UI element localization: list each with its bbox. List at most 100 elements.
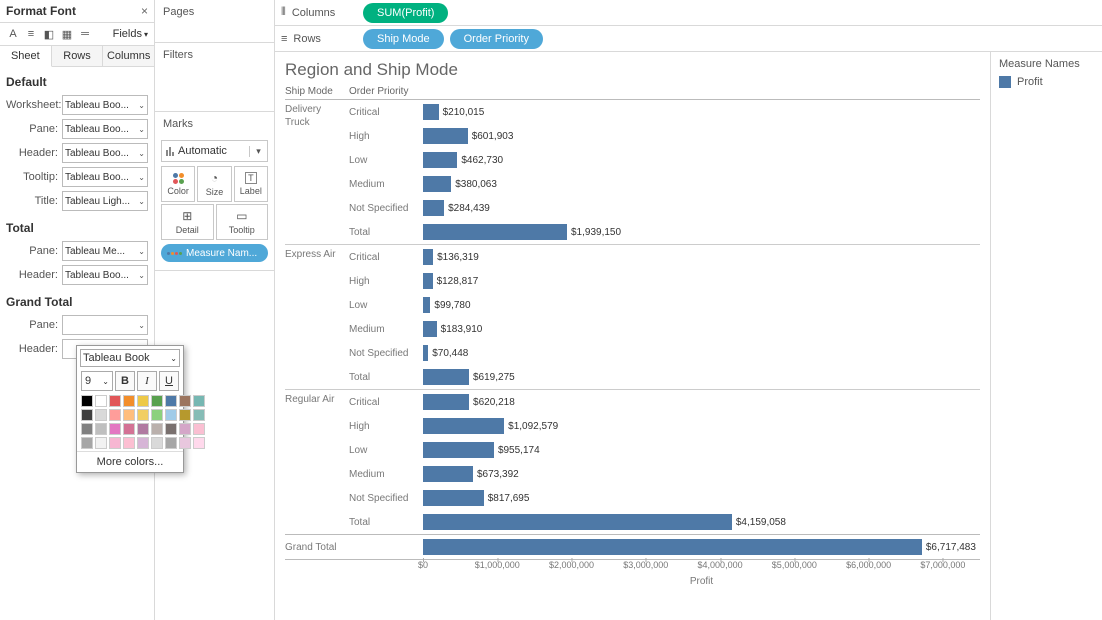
color-swatch[interactable] — [109, 437, 121, 449]
font-select[interactable]: ⌄ — [62, 315, 148, 335]
bar[interactable] — [423, 418, 504, 434]
more-colors-button[interactable]: More colors... — [77, 451, 183, 472]
row-category: High — [349, 421, 423, 432]
color-swatch[interactable] — [193, 423, 205, 435]
color-swatch[interactable] — [123, 395, 135, 407]
font-select[interactable]: Tableau Boo...⌄ — [62, 95, 148, 115]
color-swatch[interactable] — [137, 409, 149, 421]
bar[interactable] — [423, 249, 433, 265]
tab-rows[interactable]: Rows — [52, 46, 104, 66]
color-swatch[interactable] — [95, 409, 107, 421]
shading-icon[interactable]: ◧ — [42, 27, 56, 41]
tab-columns[interactable]: Columns — [103, 46, 154, 66]
color-swatch[interactable] — [193, 409, 205, 421]
bar[interactable] — [423, 104, 439, 120]
format-row: Worksheet:Tableau Boo...⌄ — [0, 93, 154, 117]
bar[interactable] — [423, 321, 437, 337]
color-swatch[interactable] — [81, 409, 93, 421]
bar[interactable] — [423, 128, 468, 144]
picker-font-select[interactable]: Tableau Book⌄ — [80, 349, 180, 367]
color-swatch[interactable] — [137, 423, 149, 435]
bar[interactable] — [423, 369, 469, 385]
bold-button[interactable]: B — [115, 371, 135, 391]
marks-label-button[interactable]: TLabel — [234, 166, 268, 202]
bar[interactable] — [423, 200, 444, 216]
italic-button[interactable]: I — [137, 371, 157, 391]
color-swatch[interactable] — [109, 395, 121, 407]
color-swatch[interactable] — [179, 437, 191, 449]
color-swatch[interactable] — [165, 437, 177, 449]
chart-row: High$128,817 — [349, 269, 980, 293]
legend-item[interactable]: Profit — [999, 76, 1094, 88]
color-swatch[interactable] — [95, 395, 107, 407]
bar[interactable] — [423, 273, 433, 289]
row-category: Critical — [349, 397, 423, 408]
color-swatch[interactable] — [151, 409, 163, 421]
bar[interactable] — [423, 442, 494, 458]
color-swatch[interactable] — [109, 423, 121, 435]
color-swatch[interactable] — [109, 409, 121, 421]
tab-sheet[interactable]: Sheet — [0, 46, 52, 67]
color-swatch[interactable] — [81, 423, 93, 435]
color-swatch[interactable] — [151, 423, 163, 435]
color-swatch[interactable] — [95, 437, 107, 449]
grand-total-bar[interactable] — [423, 539, 922, 555]
marks-color-button[interactable]: Color — [161, 166, 195, 202]
color-swatch[interactable] — [165, 409, 177, 421]
color-swatch[interactable] — [193, 437, 205, 449]
color-swatch[interactable] — [179, 423, 191, 435]
bar[interactable] — [423, 297, 430, 313]
bar[interactable] — [423, 514, 732, 530]
shelf-pill[interactable]: Ship Mode — [363, 29, 444, 49]
borders-icon[interactable]: ▦ — [60, 27, 74, 41]
font-select[interactable]: Tableau Boo...⌄ — [62, 265, 148, 285]
viz-title[interactable]: Region and Ship Mode — [285, 60, 980, 80]
color-swatch[interactable] — [137, 437, 149, 449]
color-swatch[interactable] — [179, 409, 191, 421]
rows-shelf[interactable]: ≡Rows Ship ModeOrder Priority — [275, 26, 1102, 52]
color-swatch[interactable] — [123, 423, 135, 435]
color-swatch[interactable] — [95, 423, 107, 435]
alignment-icon[interactable]: ≡ — [24, 27, 38, 41]
bar[interactable] — [423, 490, 484, 506]
columns-shelf[interactable]: ⦀Columns SUM(Profit) — [275, 0, 1102, 26]
color-swatch[interactable] — [179, 395, 191, 407]
fields-dropdown[interactable]: Fields▾ — [113, 28, 148, 40]
underline-button[interactable]: U — [159, 371, 179, 391]
color-swatch[interactable] — [81, 437, 93, 449]
color-swatch[interactable] — [165, 395, 177, 407]
font-select[interactable]: Tableau Me...⌄ — [62, 241, 148, 261]
marks-detail-button[interactable]: ⊞Detail — [161, 204, 214, 240]
color-swatch[interactable] — [137, 395, 149, 407]
color-swatch[interactable] — [81, 395, 93, 407]
color-swatch[interactable] — [193, 395, 205, 407]
font-a-icon[interactable]: A — [6, 27, 20, 41]
marks-size-button[interactable]: ◔Size — [197, 166, 231, 202]
close-icon[interactable]: × — [141, 4, 148, 18]
shelf-pill[interactable]: Order Priority — [450, 29, 543, 49]
shelf-pill[interactable]: SUM(Profit) — [363, 3, 448, 23]
font-select[interactable]: Tableau Boo...⌄ — [62, 119, 148, 139]
chart-row: Low$462,730 — [349, 148, 980, 172]
font-select[interactable]: Tableau Ligh...⌄ — [62, 191, 148, 211]
font-select[interactable]: Tableau Boo...⌄ — [62, 167, 148, 187]
font-select[interactable]: Tableau Boo...⌄ — [62, 143, 148, 163]
picker-font-size[interactable]: 9⌄ — [81, 371, 113, 391]
bar[interactable] — [423, 152, 457, 168]
color-swatch[interactable] — [123, 409, 135, 421]
bar[interactable] — [423, 394, 469, 410]
color-swatch[interactable] — [123, 437, 135, 449]
marks-type-select[interactable]: Automatic ▾ — [161, 140, 268, 162]
bar[interactable] — [423, 176, 451, 192]
color-swatch[interactable] — [165, 423, 177, 435]
color-swatch[interactable] — [151, 395, 163, 407]
chart-group: Express AirCritical$136,319High$128,817L… — [285, 245, 980, 390]
grand-total-value: $6,717,483 — [922, 538, 976, 556]
tooltip-icon: ▭ — [236, 209, 247, 223]
bar[interactable] — [423, 224, 567, 240]
measure-names-pill[interactable]: Measure Nam... — [161, 244, 268, 262]
bar[interactable] — [423, 466, 473, 482]
color-swatch[interactable] — [151, 437, 163, 449]
marks-tooltip-button[interactable]: ▭Tooltip — [216, 204, 269, 240]
lines-icon[interactable]: ═ — [78, 27, 92, 41]
